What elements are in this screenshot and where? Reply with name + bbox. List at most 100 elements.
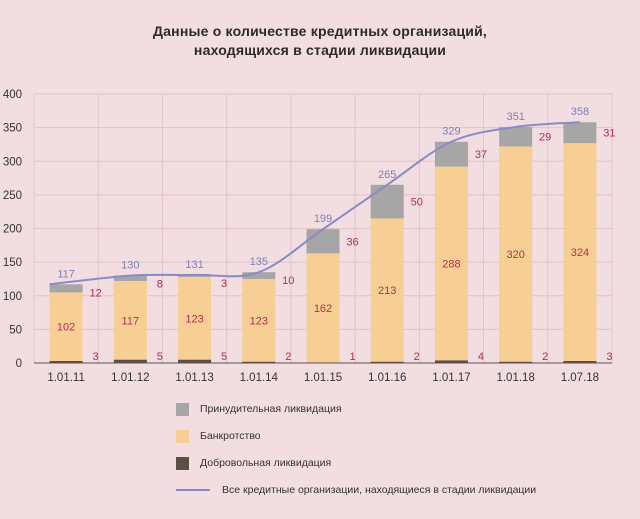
data-label-voluntary: 2 <box>542 351 548 363</box>
data-label-total: 329 <box>442 126 460 138</box>
y-tick-label: 100 <box>3 291 22 303</box>
bar-forced <box>499 126 533 147</box>
y-tick-label: 0 <box>16 358 22 370</box>
data-label-total: 358 <box>571 106 589 118</box>
x-tick-label: 1.01.16 <box>368 372 406 384</box>
bar-forced <box>370 184 404 219</box>
x-tick-label: 1.01.17 <box>432 372 470 384</box>
bar-bankruptcy <box>306 253 340 363</box>
data-label-total: 135 <box>250 256 268 268</box>
y-tick-label: 50 <box>9 324 22 336</box>
data-label-total: 131 <box>185 259 203 271</box>
bar-forced <box>178 274 212 277</box>
bar-bankruptcy <box>434 166 468 361</box>
chart-title-line1: Данные о количестве кредитных организаци… <box>153 23 487 39</box>
data-label-bankruptcy: 320 <box>506 249 524 261</box>
legend-label-bankruptcy: Банкротство <box>200 430 261 442</box>
data-label-voluntary: 5 <box>221 351 227 363</box>
bar-voluntary <box>242 361 276 363</box>
x-tick-label: 1.01.14 <box>240 372 279 384</box>
data-label-bankruptcy: 123 <box>185 313 203 325</box>
bar-forced <box>113 275 147 281</box>
legend-label-voluntary: Добровольная ликвидация <box>200 457 332 469</box>
chart-title-line2: находящихся в стадии ликвидации <box>193 42 447 58</box>
x-tick-label: 1.07.18 <box>561 372 599 384</box>
bar-voluntary <box>370 361 404 363</box>
data-label-voluntary: 3 <box>606 351 612 363</box>
bar-voluntary <box>49 360 83 363</box>
data-label-bankruptcy: 213 <box>378 285 396 297</box>
chart-legend: Принудительная ликвидация Банкротство До… <box>176 398 536 501</box>
y-tick-label: 400 <box>3 89 22 101</box>
bar-forced <box>49 284 83 293</box>
data-label-total: 265 <box>378 169 396 181</box>
data-label-total: 130 <box>121 260 139 272</box>
data-label-forced: 10 <box>282 275 294 287</box>
y-tick-label: 200 <box>3 224 22 236</box>
legend-swatch-total <box>176 489 210 491</box>
legend-item-bankruptcy: Банкротство <box>176 425 536 447</box>
total-line <box>49 121 580 286</box>
data-label-bankruptcy: 162 <box>314 303 332 315</box>
chart-title: Данные о количестве кредитных организаци… <box>0 22 640 60</box>
data-label-bankruptcy: 117 <box>122 315 140 327</box>
y-tick-label: 350 <box>3 123 22 135</box>
data-label-forced: 36 <box>346 236 358 248</box>
legend-item-forced: Принудительная ликвидация <box>176 398 536 420</box>
data-label-total: 199 <box>314 213 332 225</box>
bar-bankruptcy <box>242 278 276 362</box>
legend-label-forced: Принудительная ликвидация <box>200 403 342 415</box>
legend-item-total: Все кредитные организации, находящиеся в… <box>176 479 536 501</box>
bar-voluntary <box>434 360 468 363</box>
x-tick-label: 1.01.18 <box>496 372 534 384</box>
bar-voluntary <box>499 361 533 363</box>
bar-bankruptcy <box>499 146 533 362</box>
data-label-total: 117 <box>57 268 75 280</box>
y-tick-label: 300 <box>3 156 22 168</box>
bar-voluntary <box>178 359 212 363</box>
bar-bankruptcy <box>370 218 404 362</box>
x-tick-label: 1.01.11 <box>47 372 85 384</box>
bar-forced <box>242 272 276 279</box>
data-label-forced: 3 <box>221 278 227 290</box>
legend-swatch-bankruptcy <box>176 429 189 443</box>
bar-bankruptcy <box>113 280 147 360</box>
legend-swatch-voluntary <box>176 456 189 470</box>
bar-voluntary <box>563 360 597 363</box>
data-label-voluntary: 5 <box>157 351 163 363</box>
data-label-forced: 29 <box>539 132 551 144</box>
bar-forced <box>306 229 340 254</box>
bar-voluntary <box>306 362 340 363</box>
legend-swatch-forced <box>176 402 189 416</box>
data-label-forced: 8 <box>157 279 163 291</box>
bar-forced <box>563 122 597 144</box>
data-label-bankruptcy: 102 <box>57 322 75 334</box>
x-tick-label: 1.01.15 <box>304 372 342 384</box>
chart-plot: 0501001502002503003504001021231.01.11117… <box>3 89 616 384</box>
x-tick-label: 1.01.13 <box>175 372 213 384</box>
bar-bankruptcy <box>178 276 212 360</box>
y-tick-label: 150 <box>3 257 22 269</box>
data-label-forced: 12 <box>89 287 101 299</box>
legend-label-total: Все кредитные организации, находящиеся в… <box>222 484 537 496</box>
data-label-voluntary: 3 <box>93 351 99 363</box>
bar-forced <box>434 141 468 167</box>
x-tick-label: 1.01.12 <box>111 372 149 384</box>
bar-voluntary <box>113 359 147 363</box>
data-label-voluntary: 2 <box>414 351 420 363</box>
y-tick-label: 250 <box>3 190 22 202</box>
data-label-total: 351 <box>506 111 524 123</box>
data-label-forced: 50 <box>411 197 423 209</box>
legend-item-voluntary: Добровольная ликвидация <box>176 452 536 474</box>
data-label-voluntary: 1 <box>349 351 355 363</box>
data-label-forced: 37 <box>475 149 487 161</box>
data-label-voluntary: 4 <box>478 351 484 363</box>
bar-bankruptcy <box>49 292 83 361</box>
data-label-bankruptcy: 123 <box>250 315 268 327</box>
bar-bankruptcy <box>563 143 597 361</box>
data-label-bankruptcy: 324 <box>571 247 589 259</box>
data-label-voluntary: 2 <box>285 351 291 363</box>
data-label-bankruptcy: 288 <box>442 258 460 270</box>
data-label-forced: 31 <box>603 128 615 140</box>
